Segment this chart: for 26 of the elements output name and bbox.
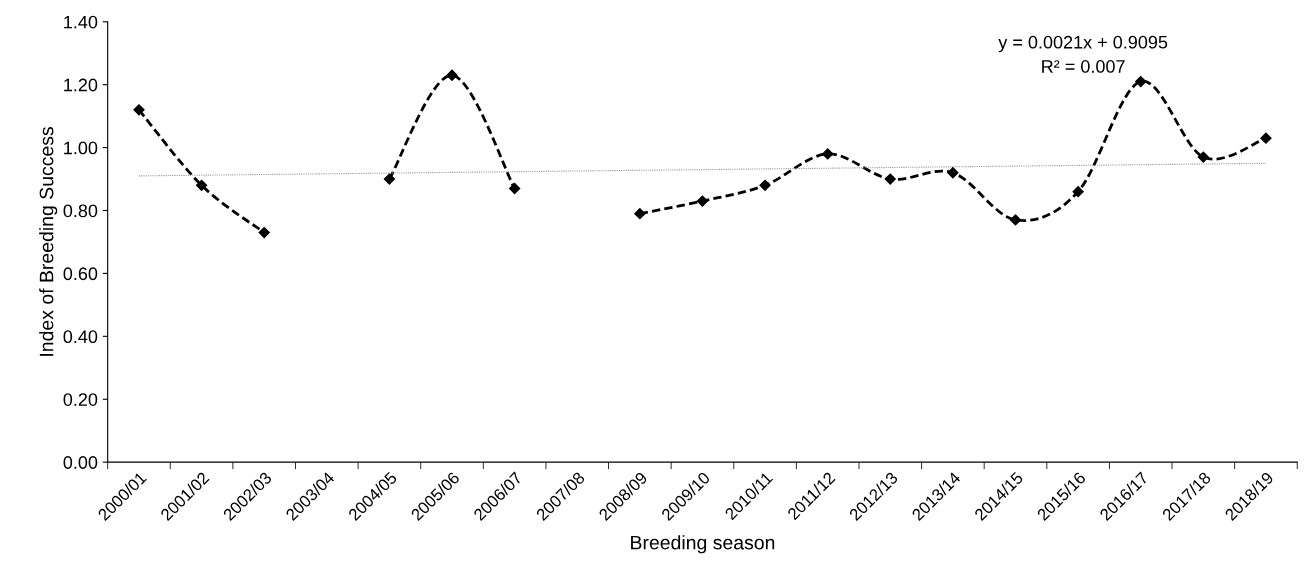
- y-tick-label: 1.20: [64, 78, 98, 92]
- point: [634, 208, 646, 220]
- point: [1135, 75, 1147, 88]
- point: [759, 179, 771, 191]
- point: [1072, 186, 1084, 198]
- point: [1260, 132, 1272, 144]
- annotation: y = 0.0021x + 0.9095: [998, 35, 1168, 53]
- point: [884, 173, 896, 185]
- y-tick-label: 1.00: [64, 141, 98, 155]
- y-tick-label: 0.80: [63, 204, 98, 218]
- y-tick-label: 1.40: [64, 15, 98, 29]
- point: [133, 104, 145, 116]
- y-tick-label: 0.60: [63, 267, 98, 281]
- x-axis-title: Breeding season: [631, 535, 775, 554]
- y-tick-label: 0.40: [63, 330, 98, 344]
- y-tick-label: 0.20: [63, 393, 98, 406]
- point: [947, 167, 959, 179]
- y-tick-label: 0.00: [63, 456, 98, 469]
- point: [258, 226, 270, 239]
- point: [1197, 151, 1209, 163]
- annotation: R² = 0.007: [1042, 60, 1125, 73]
- y-axis-title: Index of Breeding Success: [39, 127, 58, 356]
- point: [822, 148, 834, 160]
- point: [195, 179, 208, 191]
- point: [1009, 214, 1022, 226]
- point: [696, 195, 709, 207]
